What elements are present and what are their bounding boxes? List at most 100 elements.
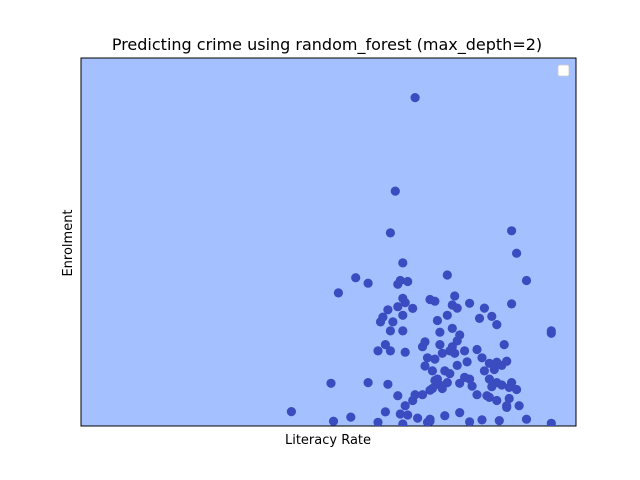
data-point	[494, 416, 504, 426]
data-point	[403, 276, 413, 287]
data-point	[504, 393, 514, 404]
data-point	[432, 315, 442, 326]
data-point	[286, 407, 296, 417]
data-point	[420, 361, 430, 371]
data-point	[408, 303, 418, 313]
data-point	[363, 378, 373, 388]
data-point	[497, 360, 507, 370]
data-point	[467, 381, 477, 391]
data-point	[435, 380, 445, 390]
data-point	[378, 312, 388, 322]
data-point	[484, 374, 494, 384]
data-point	[474, 313, 485, 323]
data-point	[395, 409, 405, 419]
data-point	[477, 415, 487, 425]
data-point	[462, 357, 472, 367]
data-point	[398, 258, 408, 268]
data-point	[497, 380, 507, 390]
data-point	[479, 303, 489, 313]
data-point	[514, 401, 524, 411]
data-point	[472, 344, 482, 355]
plot-area	[80, 57, 577, 427]
data-point	[440, 411, 450, 421]
data-point	[472, 390, 482, 400]
data-point	[380, 407, 390, 417]
data-point	[507, 299, 517, 309]
data-point	[511, 384, 522, 395]
data-point	[398, 419, 408, 426]
data-point	[521, 414, 532, 424]
data-point	[492, 320, 502, 330]
data-point	[390, 186, 400, 196]
data-point	[492, 395, 502, 406]
data-point	[460, 346, 470, 356]
data-point	[383, 379, 393, 389]
data-point	[479, 366, 489, 376]
data-point	[435, 340, 445, 350]
data-point	[460, 372, 470, 382]
data-point	[427, 366, 437, 376]
data-point	[346, 412, 356, 422]
data-point	[425, 294, 435, 305]
data-point	[383, 305, 393, 315]
data-point	[385, 326, 395, 336]
data-point	[507, 226, 517, 236]
data-point	[398, 326, 408, 336]
data-point	[363, 278, 373, 288]
data-point	[487, 382, 497, 392]
data-point	[385, 346, 395, 356]
data-point	[403, 410, 413, 420]
data-point	[442, 378, 452, 388]
data-point	[435, 327, 445, 337]
data-point	[422, 353, 433, 363]
x-axis-label: Literacy Rate	[285, 433, 371, 448]
data-point	[398, 310, 408, 320]
data-point	[425, 416, 435, 426]
data-point	[328, 416, 339, 426]
data-point	[484, 392, 494, 402]
data-point	[385, 228, 395, 238]
data-point	[410, 93, 420, 103]
data-point	[546, 418, 556, 426]
data-point	[452, 360, 462, 370]
data-points	[286, 93, 556, 426]
data-point	[351, 273, 361, 283]
data-point	[373, 346, 383, 356]
data-point	[445, 369, 455, 379]
data-point	[373, 417, 383, 426]
data-point	[442, 310, 452, 320]
data-point	[393, 391, 403, 401]
data-point	[452, 303, 462, 313]
data-point	[326, 378, 336, 388]
data-point	[521, 275, 532, 286]
data-point	[507, 378, 517, 388]
data-point	[487, 311, 497, 321]
data-point	[455, 408, 465, 418]
data-point	[477, 353, 487, 363]
data-point	[437, 348, 447, 358]
data-point	[465, 298, 475, 308]
data-point	[430, 354, 440, 364]
data-point	[450, 348, 460, 358]
data-point	[427, 383, 437, 394]
data-point	[442, 270, 452, 280]
data-point	[417, 390, 428, 400]
chart-title: Predicting crime using random_forest (ma…	[112, 35, 542, 55]
data-point	[380, 340, 390, 350]
data-point	[333, 288, 343, 298]
data-point	[450, 291, 460, 301]
data-point	[546, 326, 556, 336]
data-point	[400, 401, 410, 411]
y-axis-label: Enrolment	[61, 209, 76, 276]
data-point	[393, 302, 403, 312]
data-point	[413, 413, 423, 423]
data-point	[502, 402, 512, 412]
data-point	[420, 337, 430, 347]
data-point	[400, 347, 410, 357]
data-point	[410, 390, 420, 400]
data-point	[499, 340, 509, 350]
data-point	[511, 248, 522, 258]
data-point	[484, 358, 494, 368]
data-point	[465, 417, 475, 426]
